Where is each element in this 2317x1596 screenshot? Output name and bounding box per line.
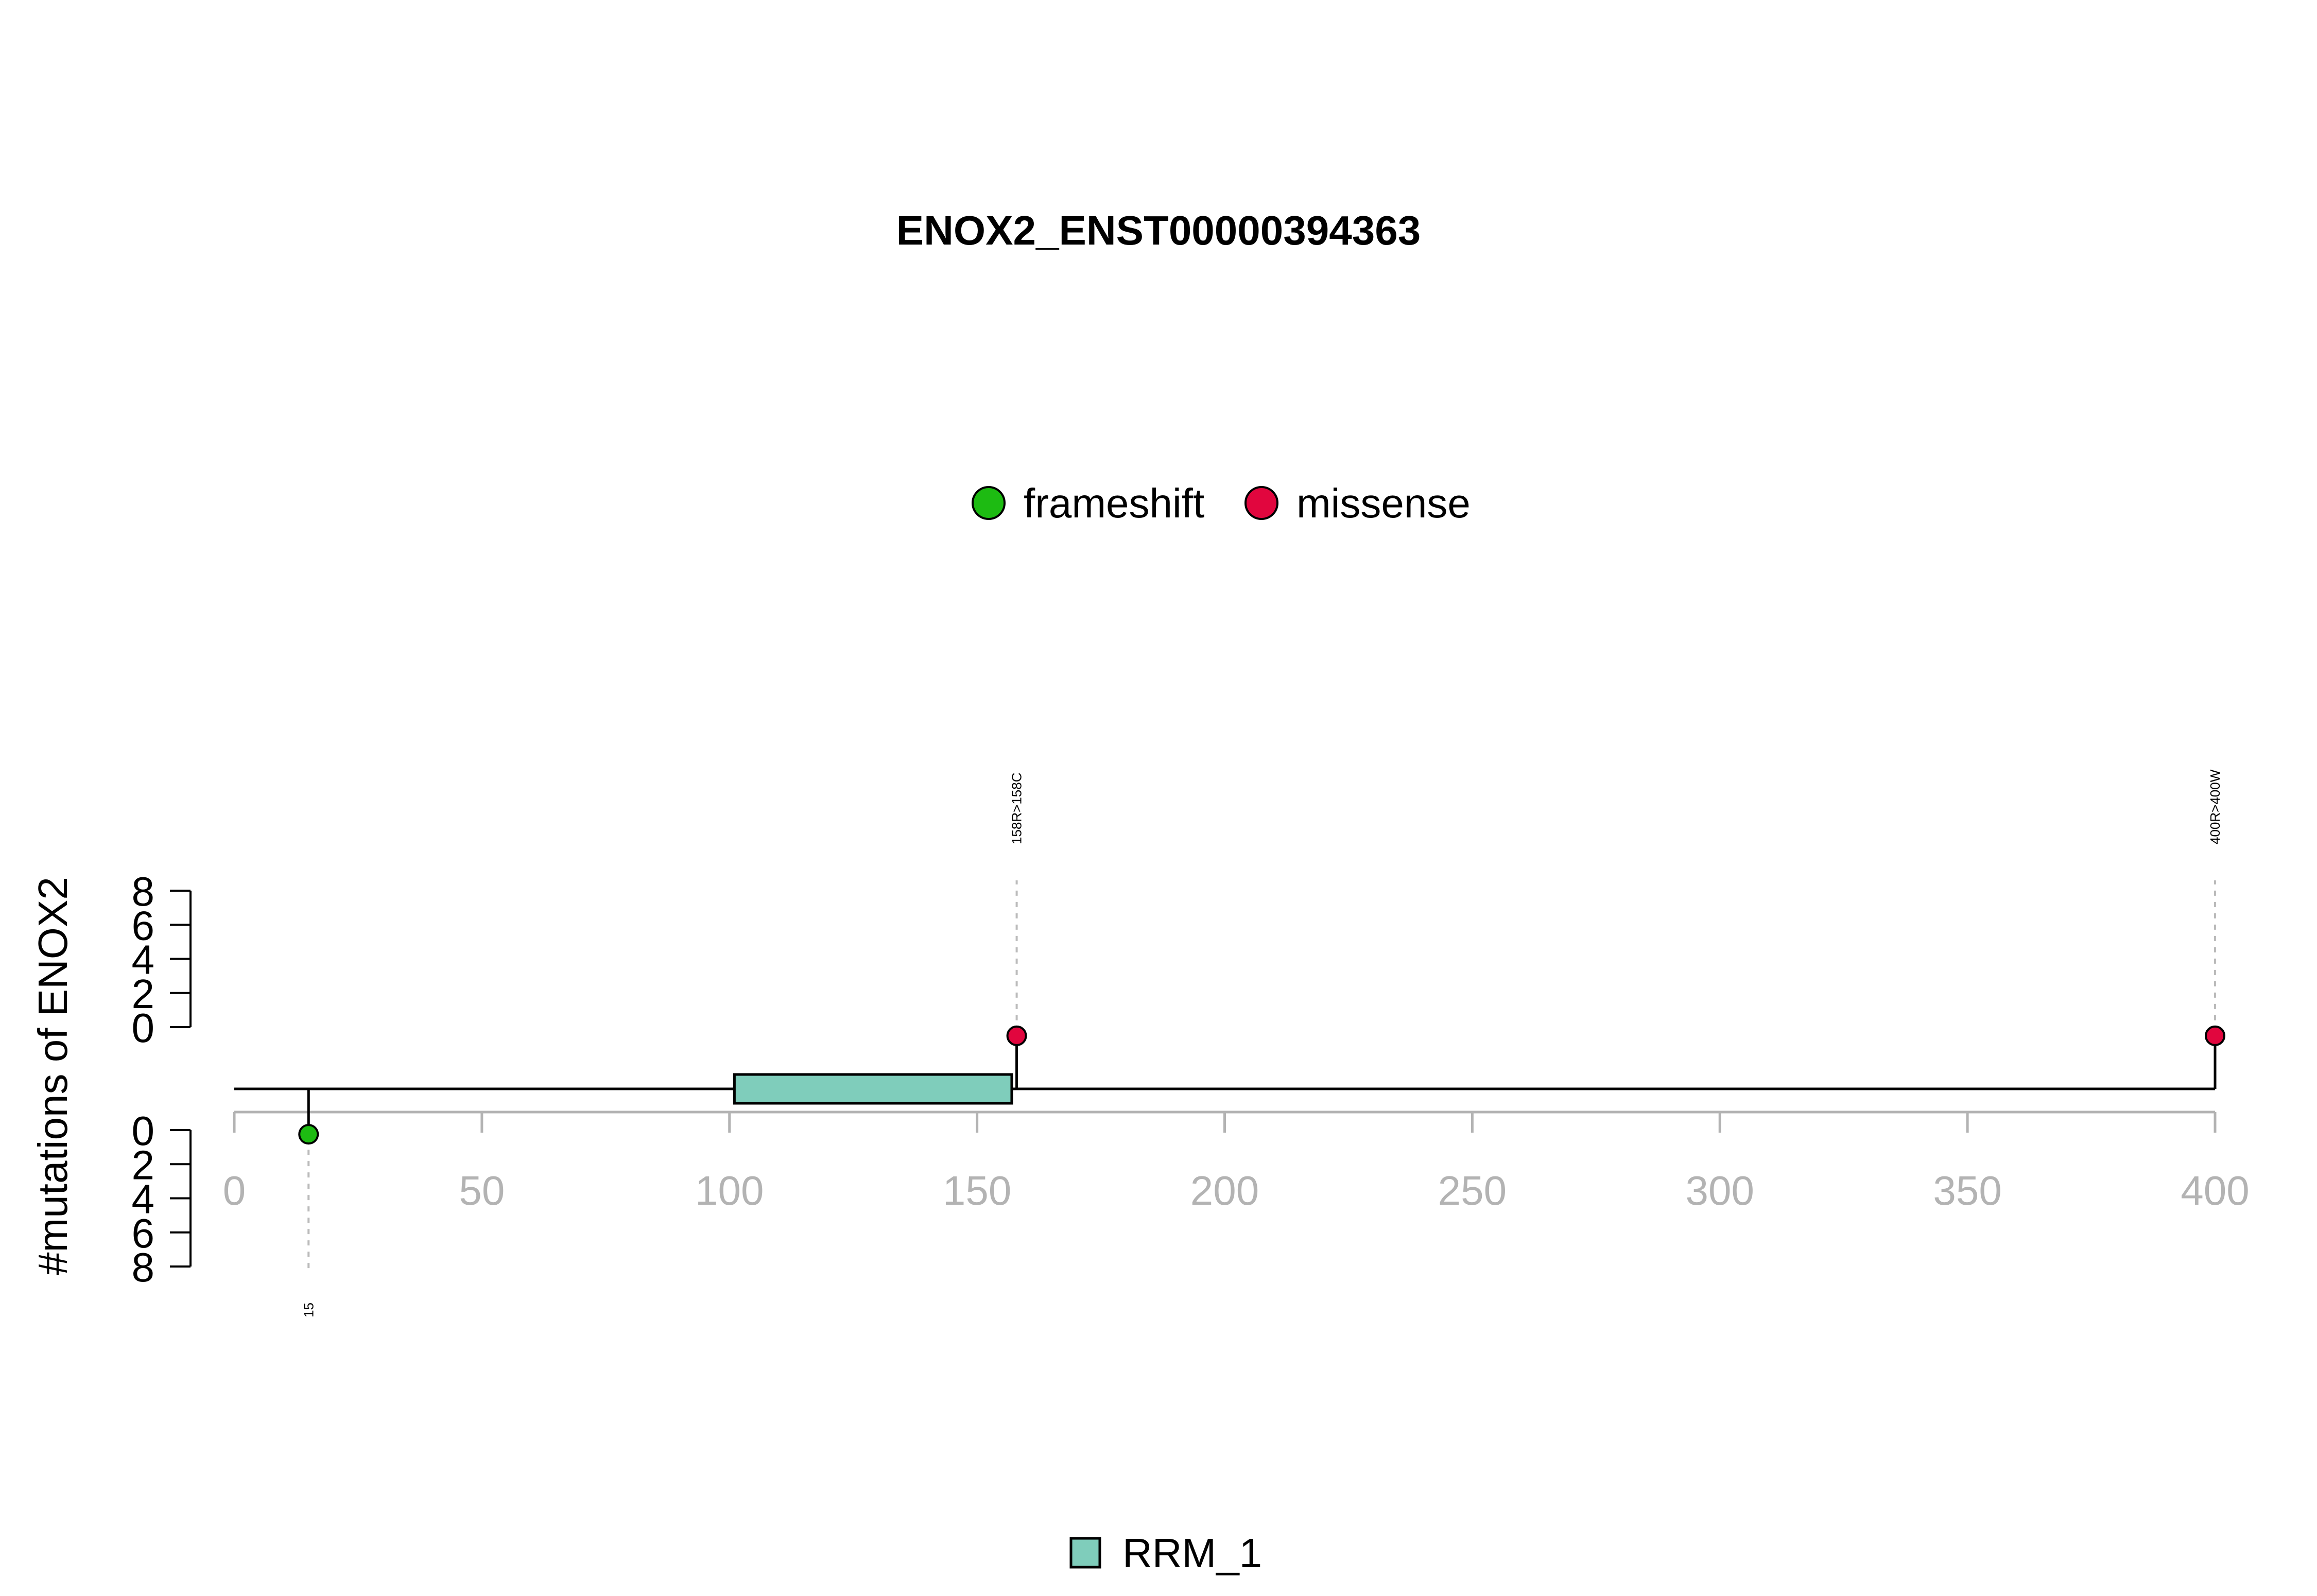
bottom-y-tick-label: 2 [132, 1142, 155, 1188]
legend-marker-frameshift [972, 486, 1006, 520]
y-axis-label: #mutations of ENOX2 [30, 877, 76, 1275]
top-y-tick-label: 0 [132, 1005, 155, 1051]
chart-title: ENOX2_ENST00000394363 [896, 207, 1421, 253]
mutation-legend: frameshift missense [972, 480, 1471, 526]
top-y-tick-label: 8 [132, 869, 155, 914]
domain-RRM_1 [733, 1073, 1013, 1105]
x-tick-label: 50 [459, 1168, 505, 1213]
bottom-y-tick-label: 8 [132, 1244, 155, 1290]
lollipops: 15 158R>158C 400R>400W [298, 769, 2225, 1317]
top-y-tick-label: 6 [132, 903, 155, 948]
lollipop-head [298, 1124, 319, 1145]
bottom-y-tick-label: 0 [132, 1108, 155, 1154]
x-tick-label: 250 [1438, 1168, 1507, 1213]
x-tick-label: 0 [223, 1168, 246, 1213]
x-tick-label: 150 [943, 1168, 1011, 1213]
x-tick-label: 100 [695, 1168, 764, 1213]
top-y-tick-label: 4 [132, 937, 155, 983]
x-tick-label: 300 [1686, 1168, 1754, 1213]
domain-legend-label: RRM_1 [1122, 1530, 1262, 1576]
domain-legend-swatch [1069, 1537, 1101, 1569]
x-tick-label: 200 [1190, 1168, 1259, 1213]
lollipop-head [1006, 1025, 1027, 1046]
lollipop-head [2205, 1025, 2225, 1046]
domain-boxes [733, 1073, 1013, 1105]
legend-marker-missense [1244, 486, 1278, 520]
bottom-y-tick-label: 6 [132, 1210, 155, 1256]
x-tick-label: 350 [1933, 1168, 2001, 1213]
mutation-label: 400R>400W [2207, 769, 2223, 844]
top-y-tick-label: 2 [132, 971, 155, 1017]
x-axis: 0 50 100 150 200 250 300 350 400 [223, 1111, 2250, 1213]
domain-legend: RRM_1 [1069, 1530, 1262, 1576]
mutation-label: 15 [301, 1303, 316, 1317]
mutation-label: 158R>158C [1009, 773, 1025, 845]
legend-label-frameshift: frameshift [1024, 480, 1204, 526]
legend-label-missense: missense [1296, 480, 1471, 526]
x-tick-label: 400 [2181, 1168, 2249, 1213]
bottom-y-tick-label: 4 [132, 1176, 155, 1222]
